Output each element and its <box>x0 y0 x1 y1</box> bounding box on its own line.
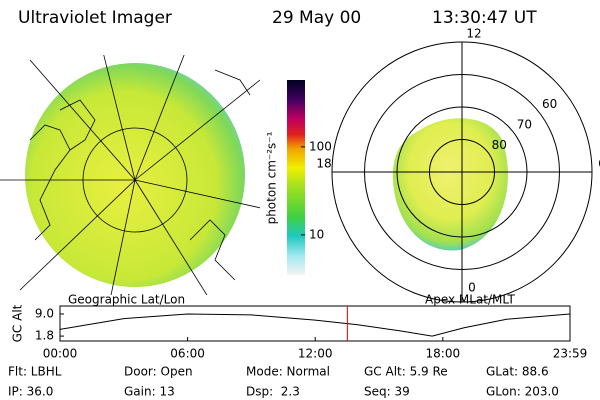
x-tick-label: 06:00 <box>170 347 205 361</box>
y-axis-label: GC Alt <box>11 304 25 342</box>
mlt-label: 0 <box>468 281 476 295</box>
x-tick-label: 12:00 <box>298 347 333 361</box>
date: 29 May 00 <box>272 8 361 28</box>
time: 13:30:47 UT <box>432 8 537 28</box>
info-field: Seq: 39 <box>364 385 410 399</box>
mlt-label: 6 <box>598 157 600 171</box>
colorbar <box>287 80 305 275</box>
x-tick-label: 18:00 <box>426 347 461 361</box>
polar-ring-label: 60 <box>542 97 557 111</box>
polar-plot <box>331 41 593 303</box>
info-field: GLon: 203.0 <box>486 385 559 399</box>
info-field: Dsp: 2.3 <box>246 385 300 399</box>
x-tick-label: 00:00 <box>43 347 78 361</box>
y-tick-label: 9.0 <box>35 306 54 320</box>
polar-label: Apex MLat/MLT <box>425 293 515 307</box>
colorbar-tick-label: 10 <box>309 227 324 241</box>
info-field: IP: 36.0 <box>8 385 53 399</box>
polar-ring <box>429 139 495 205</box>
mlt-label: 12 <box>466 27 481 41</box>
colorbar-tick-label: 100 <box>309 139 332 153</box>
plot-frame <box>59 305 571 342</box>
mlt-label: 18 <box>316 157 331 171</box>
info-field: GC Alt: 5.9 Re <box>364 365 448 379</box>
polar-ring-label: 80 <box>492 138 507 152</box>
x-tick-label: 23:59 <box>553 347 588 361</box>
info-field: Door: Open <box>124 365 193 379</box>
geographic-map <box>0 55 260 295</box>
y-tick-label: 1.8 <box>35 329 54 343</box>
info-field: GLat: 88.6 <box>486 365 549 379</box>
polar-ring <box>396 106 528 238</box>
polar-ring <box>364 74 560 270</box>
info-field: Mode: Normal <box>246 365 330 379</box>
title: Ultraviolet Imager <box>18 8 172 28</box>
altitude-line <box>59 313 571 337</box>
info-field: Flt: LBHL <box>8 365 62 379</box>
map-label: Geographic Lat/Lon <box>68 293 185 307</box>
polar-ring-label: 70 <box>517 117 532 131</box>
colorbar-label: photon cm⁻²s⁻¹ <box>265 131 279 224</box>
info-field: Gain: 13 <box>124 385 175 399</box>
